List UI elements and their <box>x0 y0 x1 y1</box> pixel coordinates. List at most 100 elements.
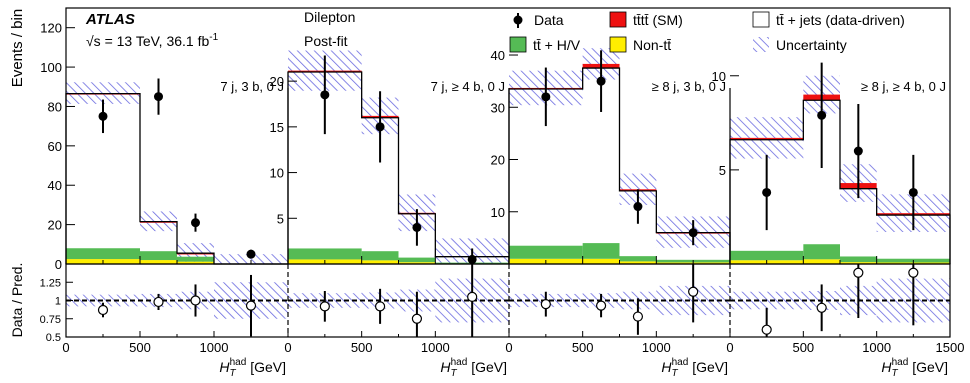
non-tt-bar <box>177 261 214 264</box>
x-tick-label: 0 <box>284 340 291 355</box>
tt-hv-bar <box>288 248 362 260</box>
x-axis-label: HThad [GeV] <box>881 357 948 379</box>
uncertainty-band <box>214 254 288 264</box>
ratio-point <box>688 286 699 297</box>
data-point <box>688 228 698 238</box>
non-tt-bar <box>619 261 657 264</box>
ratio-point <box>245 300 257 311</box>
y-tick-label: 80 <box>48 99 62 114</box>
x-tick-label: 0 <box>505 340 512 355</box>
tt-hv-bar <box>177 256 214 262</box>
legend-tttt-label: tt̄tt̄ (SM) <box>633 12 683 28</box>
y-tick-label: 10 <box>491 205 505 220</box>
non-tt-bar <box>361 260 399 264</box>
ratio-point <box>632 311 644 322</box>
data-point <box>817 110 827 120</box>
x-tick-label: 1000 <box>862 340 891 355</box>
ratio-point <box>908 267 919 278</box>
non-tt-bar <box>398 262 436 264</box>
ratio-point <box>153 296 164 308</box>
ratio-point <box>540 299 551 310</box>
x-tick-label: 500 <box>572 340 594 355</box>
legend-ttjets-swatch <box>752 11 770 28</box>
tt-hv-bar <box>730 250 804 261</box>
ratio-point <box>190 295 201 306</box>
y-tick-label: 20 <box>48 218 62 233</box>
legend-nontt-swatch <box>609 36 627 53</box>
legend-ttjets-label: tt̄ + jets (data-driven) <box>776 12 905 28</box>
ratio-y-tick-label: 0.5 <box>46 332 61 344</box>
data-point <box>908 187 918 197</box>
ratio-point <box>374 301 386 312</box>
non-tt-bar <box>803 259 840 264</box>
tt-hv-bar <box>619 256 657 262</box>
tt-hv-bar <box>140 251 177 261</box>
ratio-y-tick-label: 1.25 <box>40 277 61 289</box>
data-point <box>853 146 863 156</box>
tt-hv-bar <box>66 248 140 260</box>
tttt-bar <box>730 137 804 140</box>
y-tick-label: 40 <box>48 178 62 193</box>
y-tick-label: 5 <box>277 211 284 226</box>
ratio-frame <box>65 263 951 338</box>
x-tick-label: 0 <box>62 340 69 355</box>
y-tick-label: 100 <box>40 60 62 75</box>
channel-label: Dilepton <box>304 9 355 25</box>
energy-label: √s = 13 TeV, 36.1 fb-1 <box>86 32 219 49</box>
legend-nontt-label: Non-tt̄ <box>633 37 671 53</box>
ratio-y-tick-label: 1 <box>55 296 61 308</box>
x-tick-label: 1000 <box>421 340 450 355</box>
y-tick-label: 20 <box>270 74 284 89</box>
legend-data-label: Data <box>534 12 564 28</box>
x-tick-label: 0 <box>726 340 733 355</box>
tt-hv-bar <box>509 245 583 259</box>
legend-unc-swatch <box>753 37 769 52</box>
x-axis-label: HThad [GeV] <box>440 357 507 379</box>
data-point <box>154 92 163 102</box>
fit-label: Post-fit <box>304 33 348 49</box>
y-tick-label: 10 <box>712 69 726 84</box>
ratio-axis-title: Data / Pred. <box>9 263 25 338</box>
y-tick-label: 60 <box>48 139 62 154</box>
atlas-label: ATLAS <box>85 11 135 28</box>
data-point <box>633 202 643 212</box>
y-tick-label: 10 <box>270 166 284 181</box>
x-tick-label: 500 <box>792 340 814 355</box>
non-tt-bar <box>840 262 877 264</box>
x-axis-label: HThad [GeV] <box>219 357 286 379</box>
data-point <box>467 254 477 264</box>
panel-label: ≥ 8 j, ≥ 4 b, 0 J <box>861 79 946 94</box>
tt-jets-outline <box>65 93 288 265</box>
data-point <box>191 218 200 228</box>
data-point <box>246 249 256 259</box>
data-point <box>541 92 551 102</box>
legend-tthv-label: tt̄ + H/V <box>533 37 581 53</box>
ratio-point <box>761 324 772 335</box>
legend-unc-label: Uncertainty <box>776 37 847 53</box>
data-point <box>596 76 606 86</box>
x-tick-label: 500 <box>351 340 373 355</box>
tt-hv-bar <box>398 257 436 263</box>
panel-2: 7 j, ≥ 4 b, 0 J 5 10 15 20 0 500 1000 HThad [GeV… <box>270 50 510 379</box>
ratio-y-tick-label: 0.75 <box>40 314 61 326</box>
ratio-point <box>595 300 607 311</box>
ratio-point <box>467 291 478 302</box>
y-axis-title: Events / bin <box>9 9 26 87</box>
ratio-point <box>816 302 827 313</box>
data-point <box>375 122 385 132</box>
legend-tthv-swatch <box>509 36 527 53</box>
legend-data-marker <box>513 15 523 25</box>
non-tt-bar <box>582 258 620 264</box>
data-point <box>412 222 422 232</box>
ratio-point <box>319 301 330 312</box>
ratio-point <box>411 313 423 324</box>
y-tick-label: 120 <box>40 21 62 36</box>
y-tick-label: 0 <box>55 257 62 272</box>
ratio-point <box>97 304 109 316</box>
y-tick-label: 15 <box>270 120 284 135</box>
tt-hv-bar <box>803 244 840 260</box>
y-tick-label: 20 <box>491 153 505 168</box>
